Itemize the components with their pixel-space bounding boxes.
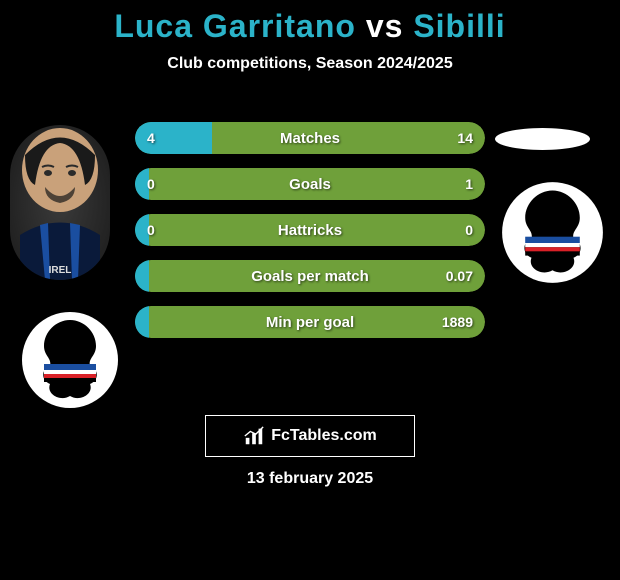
stat-label: Hattricks <box>135 214 485 246</box>
stat-label: Matches <box>135 122 485 154</box>
stat-label: Goals per match <box>135 260 485 292</box>
stat-value-right: 1889 <box>442 306 473 338</box>
date-text: 13 february 2025 <box>0 470 620 488</box>
chart-icon <box>243 425 265 447</box>
player2-club-badge: u.c. sampdoria <box>500 180 605 285</box>
stat-value-right: 1 <box>465 168 473 200</box>
stat-value-right: 14 <box>457 122 473 154</box>
brand-text: FcTables.com <box>271 427 377 445</box>
player2-name: Sibilli <box>413 8 505 44</box>
player1-club-badge: u.c. sampdoria <box>20 310 120 410</box>
stat-row: Min per goal1889 <box>135 306 485 338</box>
player1-photo: IREL <box>10 125 110 280</box>
player2-photo-placeholder <box>495 128 590 150</box>
stat-label: Min per goal <box>135 306 485 338</box>
brand-box: FcTables.com <box>205 415 415 457</box>
player1-name: Luca Garritano <box>114 8 356 44</box>
stat-row: 4Matches14 <box>135 122 485 154</box>
stat-row: Goals per match0.07 <box>135 260 485 292</box>
stat-value-right: 0 <box>465 214 473 246</box>
stat-value-right: 0.07 <box>446 260 473 292</box>
subtitle: Club competitions, Season 2024/2025 <box>0 55 620 73</box>
stat-row: 0Hattricks0 <box>135 214 485 246</box>
stat-row: 0Goals1 <box>135 168 485 200</box>
svg-text:IREL: IREL <box>49 265 72 276</box>
stats-container: 4Matches140Goals10Hattricks0Goals per ma… <box>135 122 485 352</box>
comparison-title: Luca Garritano vs Sibilli <box>0 0 620 45</box>
stat-label: Goals <box>135 168 485 200</box>
vs-text: vs <box>366 8 413 44</box>
